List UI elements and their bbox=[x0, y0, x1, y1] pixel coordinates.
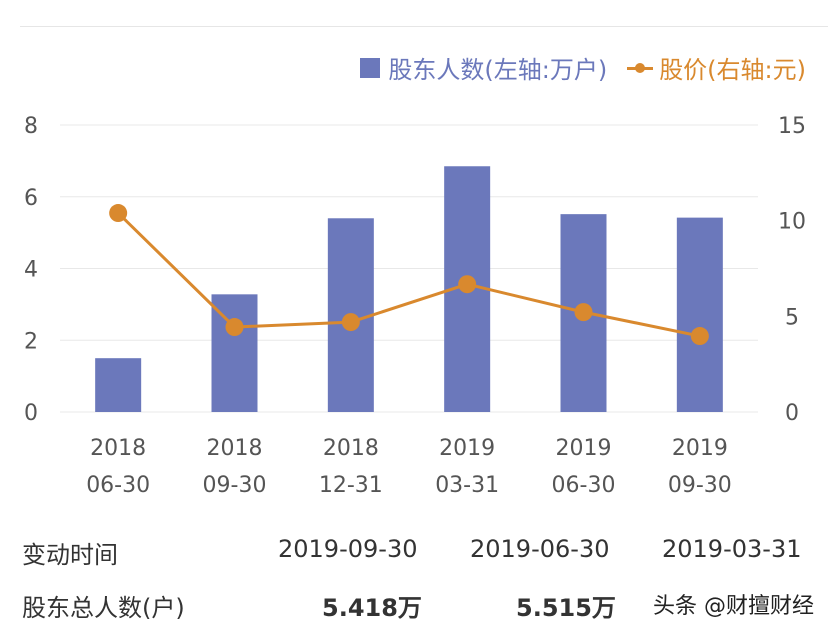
price-point bbox=[341, 313, 360, 332]
y-right-tick: 0 bbox=[785, 401, 799, 426]
price-point bbox=[574, 303, 593, 322]
x-tick-label: 2019 bbox=[672, 436, 728, 461]
price-point bbox=[458, 275, 477, 294]
y-left-tick: 4 bbox=[24, 258, 38, 283]
price-point bbox=[109, 204, 128, 223]
legend-label: 股东人数(左轴:万户) bbox=[388, 56, 608, 84]
table-date: 2019-03-31 bbox=[662, 535, 802, 563]
x-tick-label: 2019 bbox=[556, 436, 612, 461]
watermark: 头条 @财擅财经 bbox=[653, 588, 814, 620]
legend-item-bar[interactable]: 股东人数(左轴:万户) bbox=[360, 50, 607, 85]
x-tick-label: 09-30 bbox=[668, 473, 732, 498]
x-tick-label: 06-30 bbox=[86, 473, 150, 498]
table-date: 2019-09-30 bbox=[278, 535, 418, 563]
x-tick-label: 06-30 bbox=[552, 473, 616, 498]
y-left-tick: 2 bbox=[24, 329, 38, 354]
price-line bbox=[117, 211, 701, 338]
line-swatch-icon bbox=[627, 58, 654, 78]
y-left-tick: 0 bbox=[24, 401, 38, 426]
table-row-label: 股东总人数(户) bbox=[22, 594, 185, 622]
x-tick-label: 2018 bbox=[90, 436, 146, 461]
price-point bbox=[690, 327, 709, 346]
top-divider bbox=[20, 26, 828, 27]
x-tick-label: 03-31 bbox=[435, 473, 499, 498]
x-tick-label: 2018 bbox=[323, 436, 379, 461]
bar-swatch-icon bbox=[360, 57, 381, 78]
y-right-tick: 5 bbox=[785, 305, 799, 330]
x-tick-label: 09-30 bbox=[203, 473, 267, 498]
table-value: 5.418万 bbox=[322, 594, 422, 622]
table-date: 2019-06-30 bbox=[470, 535, 610, 563]
table-value: 5.515万 bbox=[516, 594, 616, 622]
x-tick-label: 2018 bbox=[207, 436, 263, 461]
price-point bbox=[225, 318, 244, 337]
legend: 股东人数(左轴:万户) 股价(右轴:元) bbox=[340, 50, 806, 85]
x-tick-label: 2019 bbox=[439, 436, 495, 461]
bar bbox=[95, 358, 142, 412]
x-tick-label: 12-31 bbox=[319, 473, 383, 498]
y-right-tick: 10 bbox=[778, 210, 806, 235]
y-left-tick: 6 bbox=[24, 186, 38, 211]
y-left-tick: 8 bbox=[24, 114, 38, 139]
legend-item-line[interactable]: 股价(右轴:元) bbox=[627, 50, 806, 85]
y-right-tick: 15 bbox=[778, 114, 806, 139]
bar bbox=[676, 217, 723, 412]
legend-label: 股价(右轴:元) bbox=[659, 56, 806, 84]
table-header-label: 变动时间 bbox=[22, 541, 118, 569]
combo-chart: 0 2 4 6 8 0 5 10 15 2018 06-30 2018 09-30 2018 12-31 20… bbox=[24, 114, 806, 498]
